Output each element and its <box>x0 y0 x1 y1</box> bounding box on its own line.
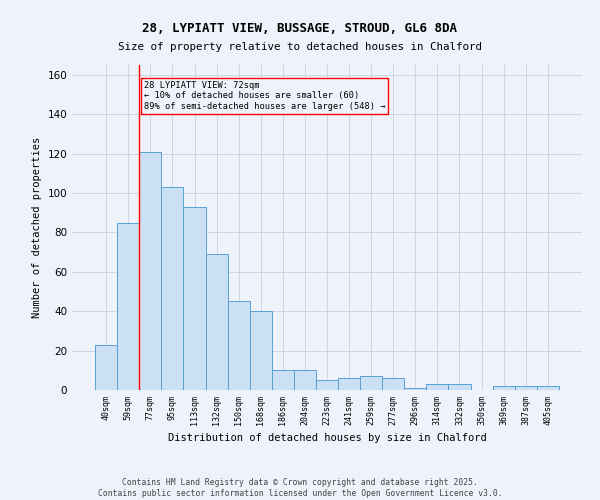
Bar <box>448 384 470 390</box>
Bar <box>493 386 515 390</box>
Bar <box>272 370 294 390</box>
Y-axis label: Number of detached properties: Number of detached properties <box>32 137 42 318</box>
Bar <box>338 378 360 390</box>
Bar <box>139 152 161 390</box>
Text: Contains HM Land Registry data © Crown copyright and database right 2025.
Contai: Contains HM Land Registry data © Crown c… <box>98 478 502 498</box>
Bar <box>316 380 338 390</box>
Bar <box>117 222 139 390</box>
Bar <box>206 254 227 390</box>
Bar <box>537 386 559 390</box>
Bar <box>227 302 250 390</box>
Bar <box>404 388 427 390</box>
Bar <box>515 386 537 390</box>
Bar <box>95 344 117 390</box>
X-axis label: Distribution of detached houses by size in Chalford: Distribution of detached houses by size … <box>167 433 487 443</box>
Text: 28, LYPIATT VIEW, BUSSAGE, STROUD, GL6 8DA: 28, LYPIATT VIEW, BUSSAGE, STROUD, GL6 8… <box>143 22 458 36</box>
Bar <box>294 370 316 390</box>
Bar <box>382 378 404 390</box>
Text: Size of property relative to detached houses in Chalford: Size of property relative to detached ho… <box>118 42 482 52</box>
Bar <box>184 207 206 390</box>
Text: 28 LYPIATT VIEW: 72sqm
← 10% of detached houses are smaller (60)
89% of semi-det: 28 LYPIATT VIEW: 72sqm ← 10% of detached… <box>144 81 385 110</box>
Bar <box>427 384 448 390</box>
Bar <box>360 376 382 390</box>
Bar <box>161 187 184 390</box>
Bar <box>250 311 272 390</box>
